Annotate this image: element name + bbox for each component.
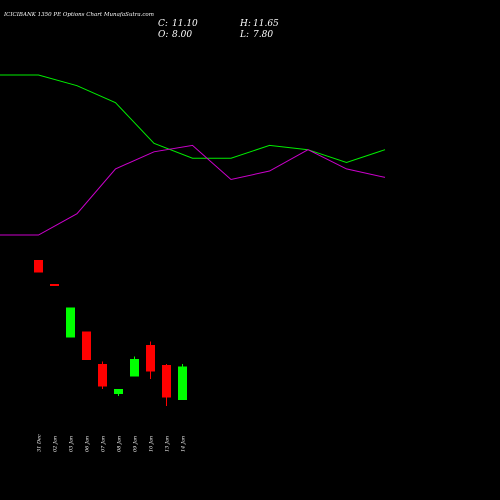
close-value: 11.10 bbox=[172, 19, 198, 29]
high-label: H: bbox=[239, 19, 251, 29]
x-tick-label: 06 Jan bbox=[85, 436, 91, 452]
open-value: 8.00 bbox=[172, 30, 192, 40]
x-tick-label: 10 Jan bbox=[149, 436, 155, 452]
moving-average-line bbox=[0, 144, 386, 236]
x-tick-label: 09 Jan bbox=[133, 436, 139, 452]
low-value: 7.80 bbox=[253, 30, 273, 40]
x-tick-label: 31 Dec bbox=[37, 434, 43, 452]
open-label: O: bbox=[158, 30, 168, 40]
candle-body bbox=[178, 366, 187, 400]
moving-average-lines bbox=[0, 74, 386, 236]
candle-body bbox=[82, 331, 91, 360]
candle-body bbox=[130, 359, 139, 377]
moving-average-line bbox=[0, 74, 386, 164]
candle-body bbox=[146, 345, 155, 372]
candle-body bbox=[34, 260, 43, 273]
chart-title: ICICIBANK 1350 PE Options Chart MunafaSu… bbox=[3, 12, 154, 18]
x-tick-label: 02 Jan bbox=[53, 436, 59, 452]
candle-body bbox=[162, 365, 171, 398]
x-axis-ticks: 31 Dec 02 Jan 03 Jan 06 Jan 07 Jan 08 Jan 09 J… bbox=[37, 434, 187, 452]
candle-body bbox=[50, 284, 59, 286]
x-tick-label: 08 Jan bbox=[117, 436, 123, 452]
low-label: L: bbox=[239, 30, 249, 40]
candle-body bbox=[66, 307, 75, 338]
close-label: C: bbox=[158, 19, 168, 29]
x-tick-label: 07 Jan bbox=[101, 436, 107, 452]
x-tick-label: 03 Jan bbox=[69, 436, 75, 452]
x-tick-label: 13 Jan bbox=[165, 436, 171, 452]
candles bbox=[34, 260, 187, 406]
x-tick-label: 14 Jan bbox=[181, 436, 187, 452]
ohlc-readout: C: 11.10 O: 8.00 H: 11.65 L: 7.80 bbox=[158, 19, 279, 40]
candle-body bbox=[98, 364, 107, 387]
high-value: 11.65 bbox=[253, 19, 279, 29]
candle-body bbox=[114, 389, 123, 394]
